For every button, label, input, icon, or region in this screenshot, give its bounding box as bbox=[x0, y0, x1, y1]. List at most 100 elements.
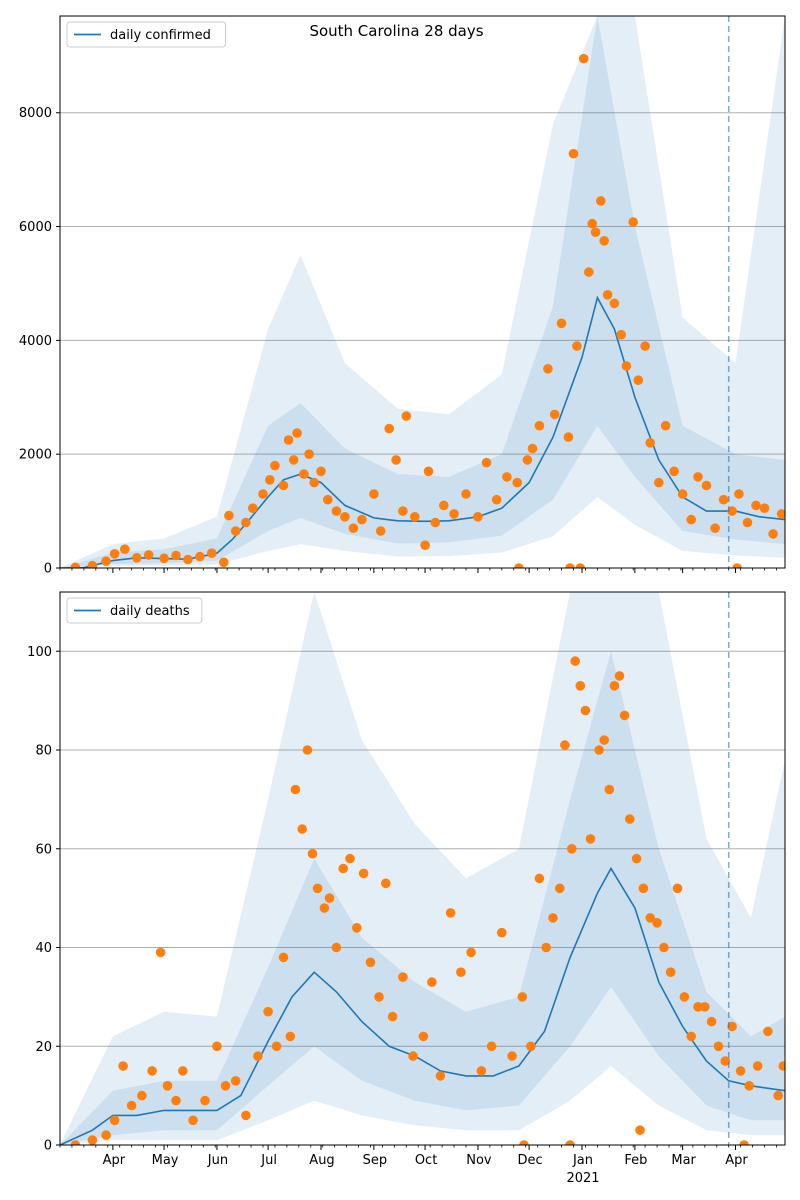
data-point bbox=[430, 517, 441, 528]
data-point bbox=[621, 361, 632, 371]
data-point bbox=[241, 1110, 251, 1121]
plot-area bbox=[60, 592, 785, 1145]
data-point bbox=[200, 1095, 210, 1106]
y-tick-label: 20 bbox=[35, 1040, 52, 1055]
data-point bbox=[357, 514, 367, 525]
data-point bbox=[87, 1135, 98, 1145]
y-tick-label: 100 bbox=[27, 645, 52, 660]
data-point bbox=[735, 1066, 746, 1076]
data-point bbox=[541, 942, 551, 953]
x-tick-label: Sep bbox=[363, 1153, 388, 1168]
x-tick-label: Feb bbox=[624, 1153, 647, 1168]
data-point bbox=[381, 878, 391, 889]
data-point bbox=[604, 784, 615, 795]
data-point bbox=[178, 1066, 188, 1076]
legend-label: daily confirmed bbox=[110, 28, 211, 43]
data-point bbox=[207, 548, 217, 558]
x-tick-label: Apr bbox=[103, 1153, 126, 1168]
data-point bbox=[609, 298, 620, 309]
data-point bbox=[162, 1081, 173, 1091]
data-point bbox=[560, 740, 570, 750]
data-point bbox=[248, 503, 258, 513]
data-point bbox=[567, 844, 577, 854]
data-point bbox=[338, 863, 349, 874]
data-point bbox=[614, 671, 625, 681]
data-point bbox=[401, 411, 412, 421]
data-point bbox=[265, 475, 275, 485]
series-line bbox=[60, 295, 785, 568]
uncertainty-band bbox=[60, 651, 785, 1145]
data-point bbox=[522, 455, 533, 465]
data-point bbox=[258, 489, 268, 499]
data-point bbox=[776, 509, 785, 519]
data-point bbox=[120, 544, 130, 554]
data-point bbox=[570, 656, 580, 666]
data-point bbox=[439, 500, 449, 511]
data-point bbox=[652, 918, 662, 928]
data-point bbox=[387, 1011, 398, 1022]
data-point bbox=[563, 432, 574, 442]
data-point bbox=[101, 556, 111, 566]
data-point bbox=[374, 992, 384, 1002]
data-point bbox=[109, 549, 120, 559]
data-point bbox=[449, 509, 459, 519]
data-point bbox=[543, 364, 553, 374]
x-tick-label: Nov bbox=[466, 1153, 492, 1168]
data-point bbox=[628, 217, 638, 227]
data-point bbox=[466, 947, 476, 958]
y-tick-label: 60 bbox=[35, 842, 52, 857]
data-point bbox=[502, 472, 512, 482]
data-point bbox=[534, 420, 545, 431]
data-point bbox=[679, 992, 690, 1002]
data-point bbox=[575, 681, 586, 691]
data-point bbox=[596, 196, 606, 206]
data-point bbox=[575, 563, 586, 568]
data-point bbox=[481, 457, 492, 468]
data-point bbox=[701, 480, 712, 491]
data-point bbox=[278, 952, 289, 963]
data-point bbox=[427, 977, 437, 987]
data-point bbox=[476, 1066, 487, 1076]
data-point bbox=[700, 1002, 710, 1012]
data-point bbox=[219, 557, 229, 568]
data-point bbox=[672, 883, 683, 894]
data-point bbox=[686, 514, 696, 525]
data-point bbox=[358, 868, 369, 879]
data-point bbox=[159, 553, 169, 564]
data-point bbox=[304, 449, 314, 460]
data-point bbox=[316, 466, 326, 477]
data-point bbox=[549, 409, 560, 420]
data-point bbox=[768, 529, 778, 539]
data-point bbox=[270, 460, 280, 471]
y-tick-label: 2000 bbox=[19, 448, 52, 463]
data-point bbox=[220, 1081, 231, 1091]
data-point bbox=[423, 466, 434, 477]
data-point bbox=[230, 526, 241, 536]
data-point bbox=[384, 423, 395, 434]
data-point bbox=[410, 512, 420, 522]
data-point bbox=[461, 489, 471, 499]
data-point bbox=[519, 1140, 529, 1145]
data-point bbox=[619, 710, 630, 721]
x-tick-label: Mar bbox=[671, 1153, 696, 1168]
data-point bbox=[734, 489, 744, 499]
data-point bbox=[548, 913, 558, 923]
y-tick-label: 0 bbox=[44, 562, 52, 577]
data-point bbox=[224, 510, 234, 521]
data-point bbox=[497, 927, 507, 938]
data-point bbox=[195, 551, 205, 562]
data-point bbox=[132, 553, 142, 563]
data-point bbox=[759, 503, 770, 513]
data-point bbox=[143, 550, 154, 560]
data-point bbox=[70, 1140, 81, 1145]
data-point bbox=[292, 428, 302, 438]
data-point bbox=[568, 148, 579, 159]
data-point bbox=[445, 908, 456, 918]
data-point bbox=[720, 1056, 731, 1066]
data-point bbox=[710, 523, 720, 533]
x-year-label: 2021 bbox=[566, 1171, 599, 1186]
data-point bbox=[375, 526, 386, 536]
data-point bbox=[578, 53, 589, 64]
data-point bbox=[602, 290, 613, 300]
